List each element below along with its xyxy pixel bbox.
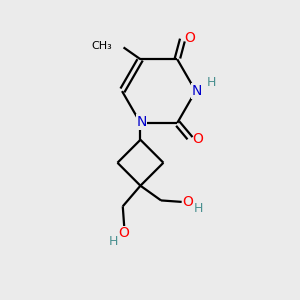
Text: O: O (183, 195, 194, 209)
Text: N: N (192, 84, 202, 98)
Text: H: H (206, 76, 216, 89)
Text: N: N (136, 115, 147, 129)
Text: O: O (184, 31, 195, 45)
Text: CH₃: CH₃ (92, 41, 112, 51)
Text: H: H (194, 202, 203, 215)
Text: H: H (109, 235, 119, 248)
Text: O: O (118, 226, 129, 240)
Text: O: O (192, 132, 203, 146)
